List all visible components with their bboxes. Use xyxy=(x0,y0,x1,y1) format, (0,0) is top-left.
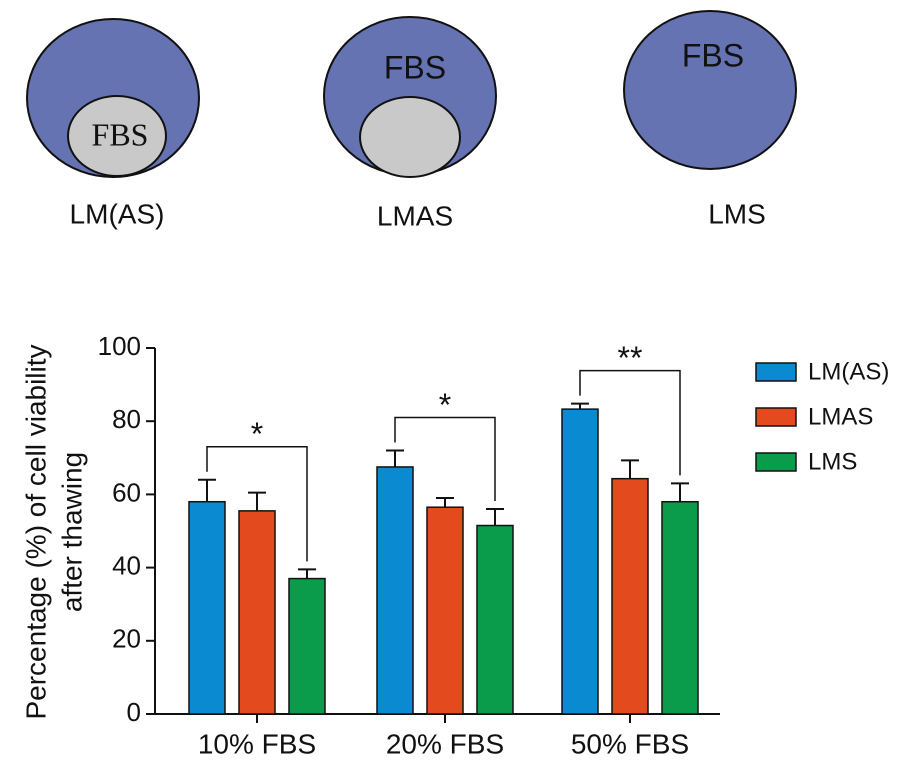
y-axis-label: Percentage (%) of cell viability xyxy=(20,344,51,719)
bar xyxy=(289,579,325,714)
bar xyxy=(477,526,513,714)
diagram-label: LMAS xyxy=(377,200,453,231)
significance-label: * xyxy=(439,387,451,423)
legend-label: LMS xyxy=(808,448,857,475)
bar xyxy=(239,511,275,714)
diagram-label: LMS xyxy=(708,198,766,229)
legend-label: LM(AS) xyxy=(808,358,889,385)
legend-swatch xyxy=(756,408,796,426)
y-tick-label: 20 xyxy=(112,624,141,654)
y-tick-label: 40 xyxy=(112,550,141,580)
bar xyxy=(427,507,463,714)
diagram-label: LM(AS) xyxy=(70,198,165,229)
y-tick-label: 100 xyxy=(98,331,141,361)
y-tick-label: 60 xyxy=(112,477,141,507)
significance-label: * xyxy=(251,416,263,452)
bar xyxy=(562,409,598,714)
x-tick-label: 50% FBS xyxy=(571,728,689,759)
inner-text: FBS xyxy=(682,37,744,73)
legend-swatch xyxy=(756,453,796,471)
x-tick-label: 20% FBS xyxy=(386,728,504,759)
outer-circle xyxy=(624,11,796,169)
y-tick-label: 80 xyxy=(112,404,141,434)
y-axis-label: after thawing xyxy=(56,452,87,612)
inner-text: FBS xyxy=(384,49,446,85)
figure: FBS LM(AS) FBS LMAS FBS LMS Percentage (… xyxy=(0,0,923,759)
bar xyxy=(612,479,648,714)
bar xyxy=(662,502,698,714)
inner-circle xyxy=(360,97,460,177)
bar xyxy=(377,467,413,714)
x-tick-label: 10% FBS xyxy=(198,728,316,759)
y-tick-label: 0 xyxy=(127,697,141,727)
inner-text: FBS xyxy=(92,116,149,152)
bar xyxy=(189,502,225,714)
significance-label: ** xyxy=(618,340,643,376)
legend-label: LMAS xyxy=(808,403,873,430)
legend-swatch xyxy=(756,363,796,381)
